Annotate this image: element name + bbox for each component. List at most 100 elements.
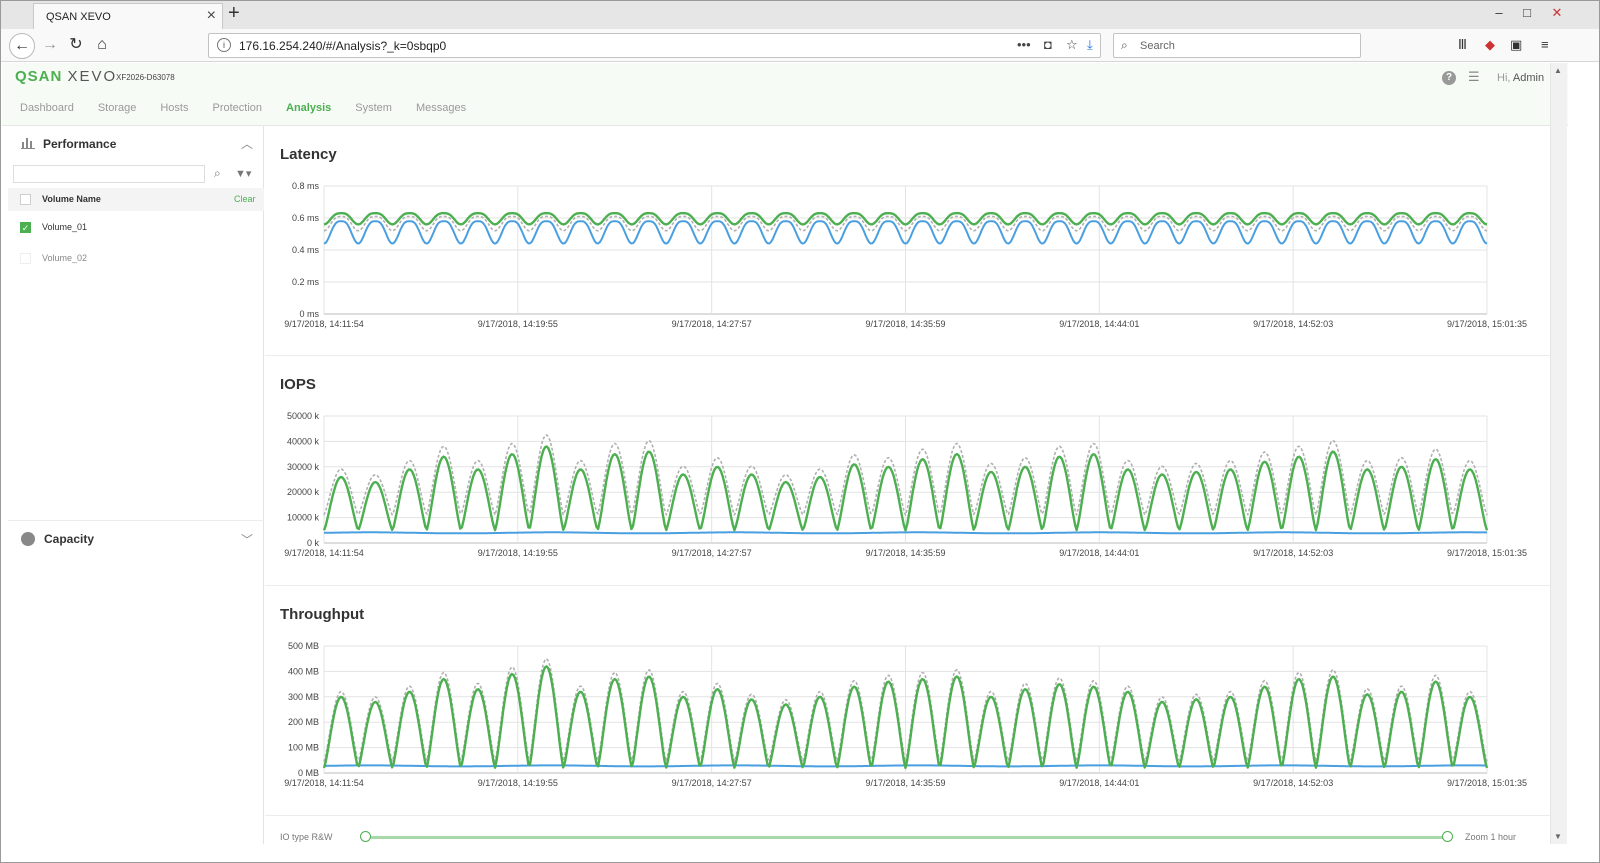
- chart-area: Latency 0 ms 0.2 ms 0.4 ms 0.6 ms 0.8 ms 9/17…: [265, 126, 1550, 844]
- nav-storage[interactable]: Storage: [97, 102, 137, 114]
- y-tick-label: 0.8 ms: [292, 181, 320, 191]
- browser-tab[interactable]: QSAN XEVO ×: [33, 3, 223, 29]
- series-line-volume[interactable]: [324, 531, 1488, 535]
- y-tick-label: 200 MB: [288, 717, 319, 727]
- window-close-icon[interactable]: ✕: [1551, 5, 1563, 20]
- app-logo[interactable]: QSAN XEVO: [15, 68, 117, 85]
- x-tick-label: 9/17/2018, 14:19:55: [478, 548, 558, 558]
- pocket-icon[interactable]: ◘: [1044, 37, 1052, 52]
- download-icon[interactable]: ⤓: [1087, 37, 1093, 52]
- browser-search-input[interactable]: ⌕ Search: [1113, 33, 1361, 58]
- iops-chart[interactable]: 0 k 10000 k 20000 k 30000 k 40000 k 50000 k 9/…: [265, 356, 1550, 586]
- series-line-total[interactable]: [322, 445, 1489, 532]
- nav-system[interactable]: System: [355, 102, 392, 114]
- latency-panel: Latency 0 ms 0.2 ms 0.4 ms 0.6 ms 0.8 ms 9/17…: [265, 126, 1550, 356]
- x-tick-label: 9/17/2018, 14:19:55: [478, 319, 558, 329]
- clear-button[interactable]: Clear: [234, 194, 256, 204]
- throughput-title: Throughput: [280, 606, 365, 623]
- x-tick-label: 9/17/2018, 15:01:35: [1447, 548, 1527, 558]
- new-tab-icon[interactable]: +: [228, 2, 240, 24]
- logo-brand: QSAN: [15, 68, 63, 85]
- io-type-select[interactable]: IO type R&W: [280, 832, 333, 842]
- series-line-total[interactable]: [322, 665, 1489, 770]
- device-serial: XF2026-D63078: [116, 73, 175, 82]
- x-tick-label: 9/17/2018, 14:44:01: [1059, 319, 1139, 329]
- select-all-checkbox[interactable]: [20, 194, 31, 205]
- user-greeting[interactable]: Hi, Admin: [1497, 72, 1544, 84]
- volume-search-input[interactable]: [13, 165, 205, 183]
- page-scrollbar[interactable]: ▲ ▼: [1550, 63, 1567, 844]
- volume-row[interactable]: ✓ Volume_01: [8, 212, 264, 242]
- series-line-reference[interactable]: [323, 658, 1488, 763]
- user-name: Admin: [1512, 72, 1545, 84]
- scroll-up-icon[interactable]: ▲: [1554, 66, 1562, 75]
- tab-bar: QSAN XEVO × + – □ ✕: [1, 1, 1599, 29]
- volume-row[interactable]: Volume_02: [8, 243, 264, 273]
- scroll-down-icon[interactable]: ▼: [1554, 832, 1562, 841]
- url-bar[interactable]: i 176.16.254.240/#/Analysis?_k=0sbqp0 ••…: [208, 33, 1101, 58]
- search-icon[interactable]: ⌕: [214, 166, 221, 180]
- latency-chart[interactable]: 0 ms 0.2 ms 0.4 ms 0.6 ms 0.8 ms 9/17/2018, 1…: [265, 126, 1550, 356]
- maximize-icon[interactable]: □: [1523, 5, 1531, 20]
- x-tick-label: 9/17/2018, 14:19:55: [478, 778, 558, 788]
- time-range-slider[interactable]: [365, 836, 1448, 839]
- y-tick-label: 400 MB: [288, 666, 319, 676]
- volume-checkbox[interactable]: ✓: [20, 222, 31, 233]
- library-icon[interactable]: Ⅲ: [1458, 37, 1467, 52]
- range-handle-left[interactable]: [360, 831, 371, 842]
- filter-icon[interactable]: ▼▾: [235, 168, 252, 180]
- reload-icon[interactable]: ↻: [69, 36, 83, 53]
- forward-icon[interactable]: →: [42, 36, 58, 53]
- main-nav: Dashboard Storage Hosts Protection Analy…: [20, 102, 490, 114]
- nav-hosts[interactable]: Hosts: [160, 102, 189, 114]
- latency-title: Latency: [280, 146, 337, 163]
- zoom-select[interactable]: Zoom 1 hour: [1465, 832, 1517, 842]
- nav-protection[interactable]: Protection: [212, 102, 263, 114]
- y-tick-label: 0 k: [307, 538, 320, 548]
- y-tick-label: 300 MB: [288, 692, 319, 702]
- x-tick-label: 9/17/2018, 14:44:01: [1059, 778, 1139, 788]
- iops-panel: IOPS 0 k 10000 k 20000 k 30000 k 40000 k 5000…: [265, 356, 1550, 586]
- volume-checkbox[interactable]: [20, 253, 31, 264]
- x-tick-label: 9/17/2018, 14:35:59: [865, 548, 945, 558]
- back-icon[interactable]: ←: [9, 33, 35, 59]
- help-icon[interactable]: ?: [1442, 71, 1456, 85]
- chevron-down-icon[interactable]: ﹀: [241, 533, 254, 547]
- page-actions-icon[interactable]: •••: [1017, 37, 1031, 52]
- search-placeholder: Search: [1140, 40, 1175, 52]
- x-tick-label: 9/17/2018, 14:44:01: [1059, 548, 1139, 558]
- performance-section-header[interactable]: Performance ︿: [8, 126, 264, 160]
- nav-messages[interactable]: Messages: [415, 102, 467, 114]
- nav-dashboard[interactable]: Dashboard: [20, 102, 74, 114]
- range-handle-right[interactable]: [1442, 831, 1453, 842]
- search-icon: ⌕: [1121, 38, 1128, 52]
- x-tick-label: 9/17/2018, 14:52:03: [1253, 778, 1333, 788]
- capacity-title: Capacity: [44, 532, 95, 546]
- series-line-reference[interactable]: [323, 215, 1488, 232]
- shield-icon[interactable]: ◆: [1485, 37, 1495, 52]
- x-tick-label: 9/17/2018, 14:27:57: [672, 778, 752, 788]
- series-line-volume[interactable]: [323, 220, 1488, 245]
- home-icon[interactable]: ⌂: [97, 36, 107, 53]
- throughput-chart[interactable]: 0 MB 100 MB 200 MB 300 MB 400 MB 500 MB 9/17/2…: [265, 586, 1550, 816]
- chart-controls: IO type R&W Zoom 1 hour: [265, 826, 1550, 846]
- series-line-reference[interactable]: [323, 434, 1488, 516]
- capacity-section-header[interactable]: Capacity ﹀: [8, 520, 264, 554]
- info-icon[interactable]: i: [217, 38, 231, 52]
- navigation-bar: ← → ↻ ⌂ i 176.16.254.240/#/Analysis?_k=0…: [1, 29, 1599, 62]
- chevron-up-icon[interactable]: ︿: [241, 137, 254, 151]
- bookmark-star-icon[interactable]: ☆: [1066, 37, 1078, 52]
- logo-product: XEVO: [67, 68, 118, 85]
- nav-analysis[interactable]: Analysis: [286, 102, 332, 114]
- close-tab-icon[interactable]: ×: [206, 7, 216, 24]
- sidebar-toggle-icon[interactable]: ▣: [1510, 37, 1523, 52]
- menu-icon[interactable]: ≡: [1541, 37, 1549, 52]
- x-tick-label: 9/17/2018, 14:11:54: [284, 548, 363, 558]
- y-tick-label: 10000 k: [287, 513, 320, 523]
- server-icon[interactable]: ☰: [1468, 69, 1480, 84]
- minimize-icon[interactable]: –: [1495, 5, 1503, 20]
- y-tick-label: 50000 k: [287, 411, 320, 421]
- series-line-total[interactable]: [323, 212, 1488, 226]
- pie-chart-icon: [21, 532, 35, 546]
